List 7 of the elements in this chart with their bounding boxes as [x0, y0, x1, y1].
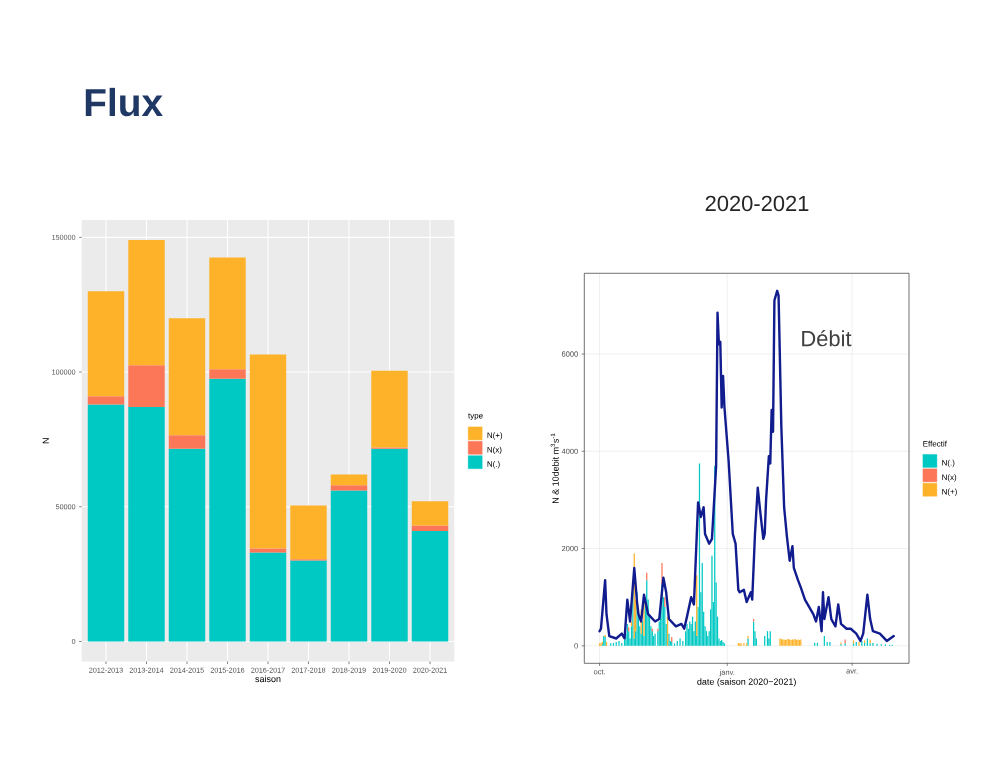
- series-label: Débit: [802, 329, 852, 347]
- chart-title: Flux: [85, 87, 163, 117]
- x-axis-title: saison: [255, 675, 281, 683]
- chart-title: 2020-2021: [705, 195, 809, 212]
- y-axis-title: N & 10debit m$^{3}$s$^{-1}$: [550, 433, 559, 504]
- y-axis-title: N: [42, 438, 49, 444]
- x-axis-title: date (saison 2020−2021): [697, 678, 796, 687]
